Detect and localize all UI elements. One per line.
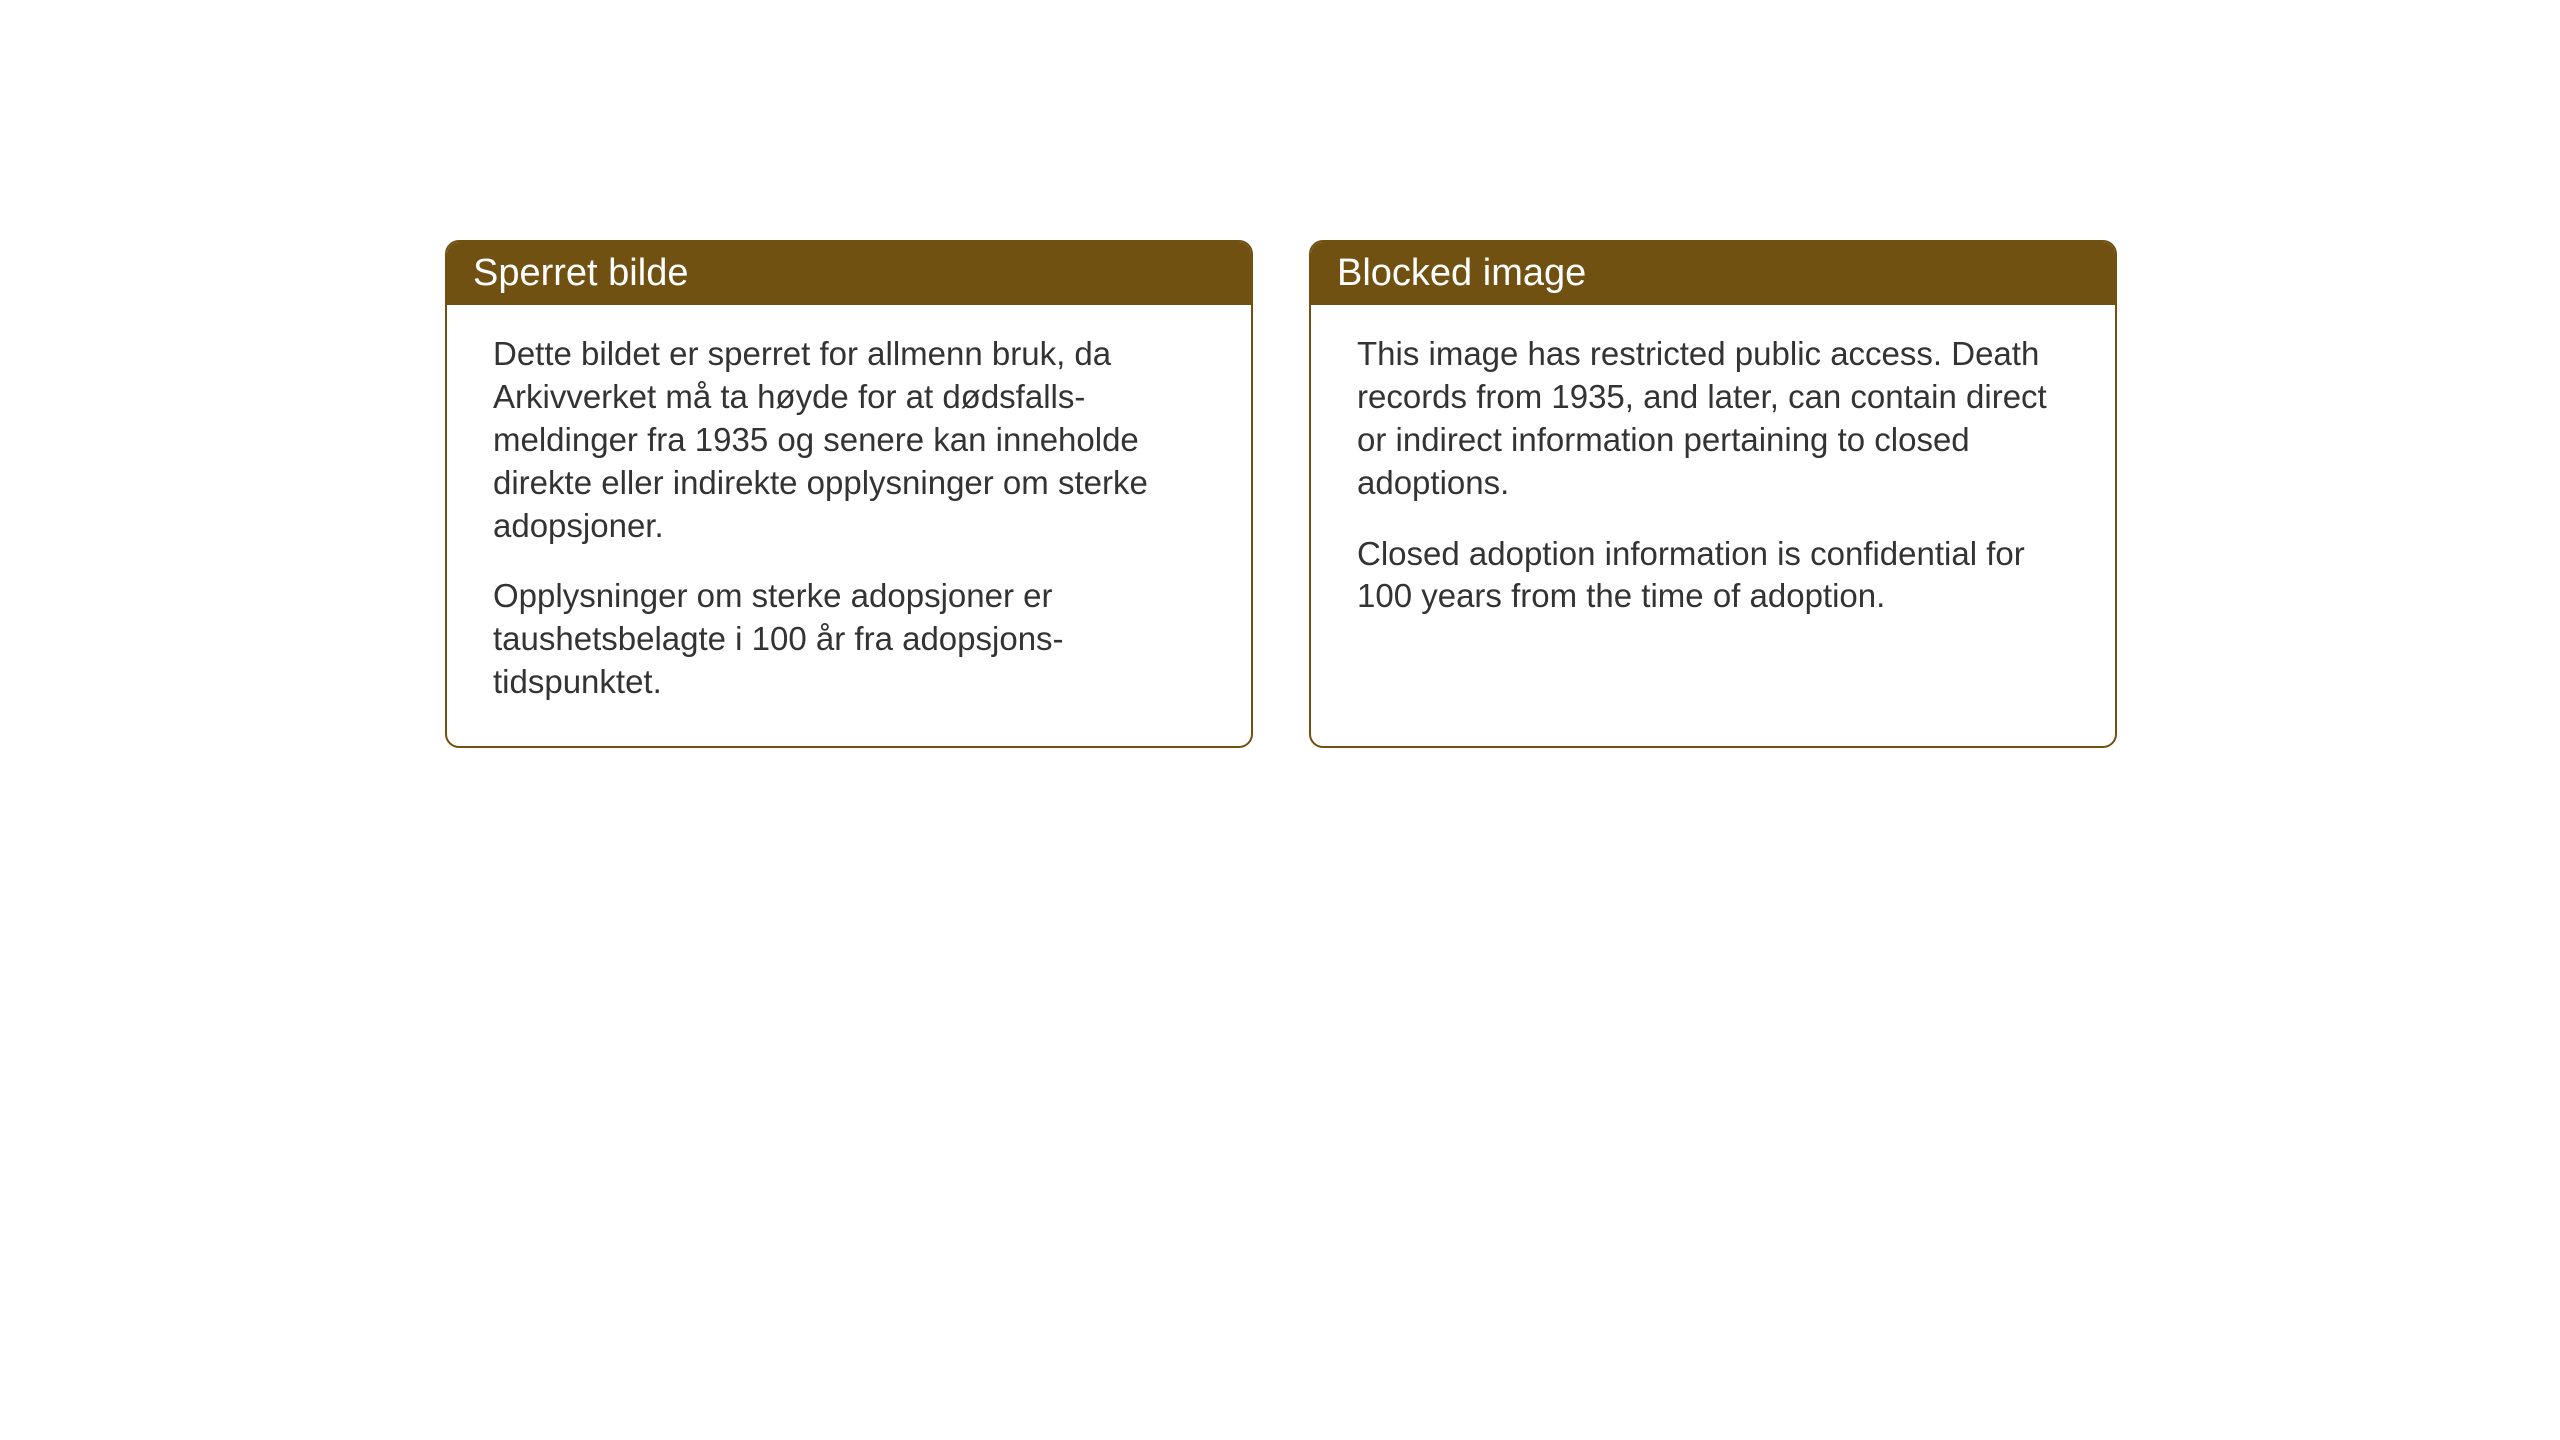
cards-container: Sperret bilde Dette bildet er sperret fo… (445, 240, 2117, 748)
card-english-paragraph-2: Closed adoption information is confident… (1357, 533, 2069, 619)
card-norwegian-paragraph-2: Opplysninger om sterke adopsjoner er tau… (493, 575, 1205, 704)
card-norwegian: Sperret bilde Dette bildet er sperret fo… (445, 240, 1253, 748)
card-norwegian-paragraph-1: Dette bildet er sperret for allmenn bruk… (493, 333, 1205, 547)
card-english-paragraph-1: This image has restricted public access.… (1357, 333, 2069, 505)
card-norwegian-body: Dette bildet er sperret for allmenn bruk… (447, 305, 1251, 746)
card-norwegian-title: Sperret bilde (473, 252, 688, 294)
card-english: Blocked image This image has restricted … (1309, 240, 2117, 748)
card-norwegian-header: Sperret bilde (447, 242, 1251, 305)
card-english-header: Blocked image (1311, 242, 2115, 305)
card-english-title: Blocked image (1337, 252, 1586, 294)
card-english-body: This image has restricted public access.… (1311, 305, 2115, 660)
